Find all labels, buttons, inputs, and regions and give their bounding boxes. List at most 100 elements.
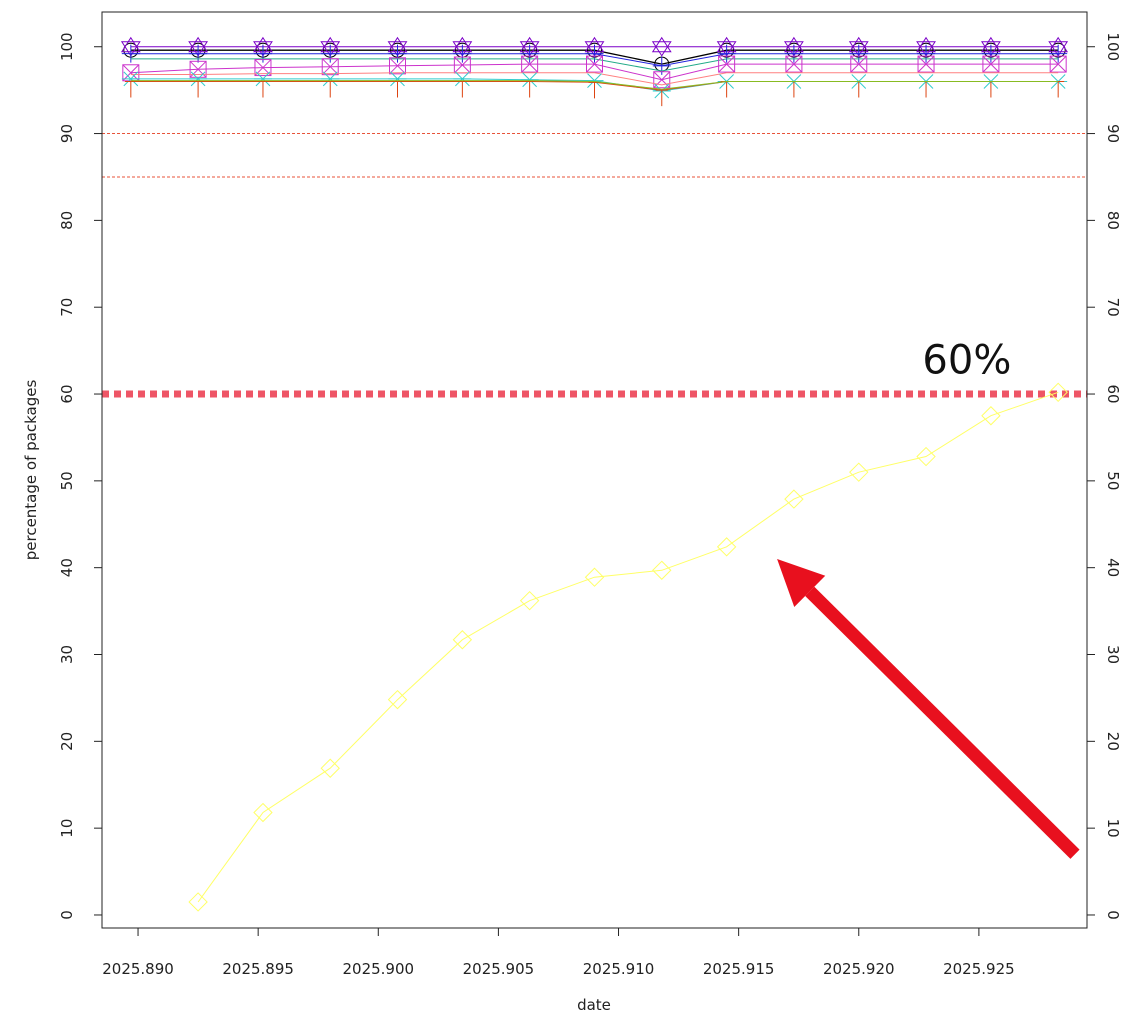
data-point	[850, 55, 868, 73]
data-point	[122, 64, 140, 82]
annotation-arrow	[777, 558, 1080, 859]
data-point	[982, 55, 1000, 73]
right-y-tick-label: 60	[1104, 384, 1122, 403]
data-point	[120, 41, 141, 57]
data-point	[520, 72, 539, 88]
y-tick-label: 70	[58, 298, 76, 317]
data-point	[849, 462, 869, 482]
x-tick-label: 2025.915	[703, 960, 775, 978]
data-point	[389, 57, 406, 75]
data-point	[982, 55, 1000, 73]
data-point	[253, 41, 273, 57]
series	[188, 382, 1068, 912]
data-point	[188, 892, 208, 912]
x-tick-label: 2025.905	[463, 960, 535, 978]
x-axis-title: date	[577, 996, 611, 1014]
x-axis: 2025.890 2025.895 2025.900 2025.905 2025.910…	[102, 928, 1015, 978]
data-point	[189, 44, 208, 63]
data-point	[586, 55, 603, 73]
data-point	[320, 758, 340, 778]
y-tick-label: 80	[58, 211, 76, 230]
data-point	[651, 41, 672, 57]
data-point	[849, 44, 868, 63]
data-point	[389, 57, 406, 75]
data-point	[584, 567, 605, 587]
data-point	[1049, 44, 1068, 63]
y-tick-label: 100	[58, 32, 76, 61]
y-tick-label: 50	[58, 471, 76, 490]
data-point	[783, 41, 804, 57]
data-point	[585, 44, 604, 63]
data-point	[189, 71, 208, 87]
data-point	[520, 44, 539, 63]
data-point	[253, 71, 272, 87]
arrow-shaft	[805, 586, 1080, 859]
x-tick-label: 2025.920	[823, 960, 895, 978]
x-tick-label: 2025.925	[943, 960, 1015, 978]
data-point	[718, 55, 735, 73]
data-point	[784, 489, 804, 509]
data-point	[452, 630, 473, 650]
data-point	[321, 71, 340, 87]
right-y-tick-label: 70	[1104, 298, 1122, 317]
threshold-annotation: 60%	[922, 337, 1011, 383]
x-tick-label: 2025.900	[342, 960, 414, 978]
reference-lines	[102, 133, 1087, 398]
data-point	[718, 55, 736, 73]
y-axis-title: percentage of packages	[22, 380, 40, 561]
y-tick-label: 60	[58, 384, 76, 403]
data-point	[521, 55, 538, 73]
y-tick-label: 30	[58, 645, 76, 664]
data-point	[653, 71, 671, 89]
data-point	[917, 44, 936, 63]
data-point	[456, 80, 469, 98]
x-tick-label: 2025.890	[102, 960, 174, 978]
series-line	[130, 58, 1059, 72]
y-tick-label: 90	[58, 124, 76, 143]
data-point	[388, 44, 407, 63]
data-point	[981, 406, 1001, 426]
data-point	[652, 560, 672, 580]
x-tick-label: 2025.895	[222, 960, 294, 978]
data-point	[917, 55, 935, 73]
series	[122, 55, 1067, 89]
data-point	[655, 89, 668, 107]
right-y-tick-label: 0	[1104, 910, 1122, 920]
series-line	[130, 72, 1059, 86]
data-point	[916, 446, 936, 467]
right-y-tick-label: 50	[1104, 471, 1122, 490]
data-point	[321, 44, 340, 63]
data-point	[388, 71, 407, 87]
y-tick-label: 0	[58, 910, 76, 920]
data-point	[717, 44, 736, 63]
x-tick-label: 2025.910	[583, 960, 655, 978]
data-point	[188, 41, 209, 57]
data-point	[784, 44, 803, 63]
data-point	[980, 41, 1001, 57]
right-y-tick-label: 80	[1104, 211, 1122, 230]
series	[130, 72, 1059, 86]
y-tick-label: 40	[58, 558, 76, 577]
right-y-tick-label: 40	[1104, 558, 1122, 577]
y-axis-right: 0 10 20 30 40 50 60 70 80 90 100	[1087, 32, 1122, 920]
data-point	[850, 55, 868, 73]
series	[121, 44, 1068, 75]
data-point	[121, 71, 140, 87]
right-y-tick-label: 10	[1104, 819, 1122, 838]
right-y-tick-label: 20	[1104, 732, 1122, 751]
data-point	[584, 41, 605, 57]
data-point	[453, 71, 472, 87]
data-point	[387, 41, 408, 57]
data-point	[848, 41, 869, 57]
data-point	[253, 802, 273, 823]
data-point	[387, 689, 408, 710]
data-point	[256, 80, 269, 98]
data-point	[521, 55, 539, 73]
data-point	[523, 80, 536, 98]
data-point	[192, 80, 205, 98]
series-layer	[120, 36, 1069, 912]
data-point	[651, 36, 672, 53]
data-point	[916, 41, 936, 57]
